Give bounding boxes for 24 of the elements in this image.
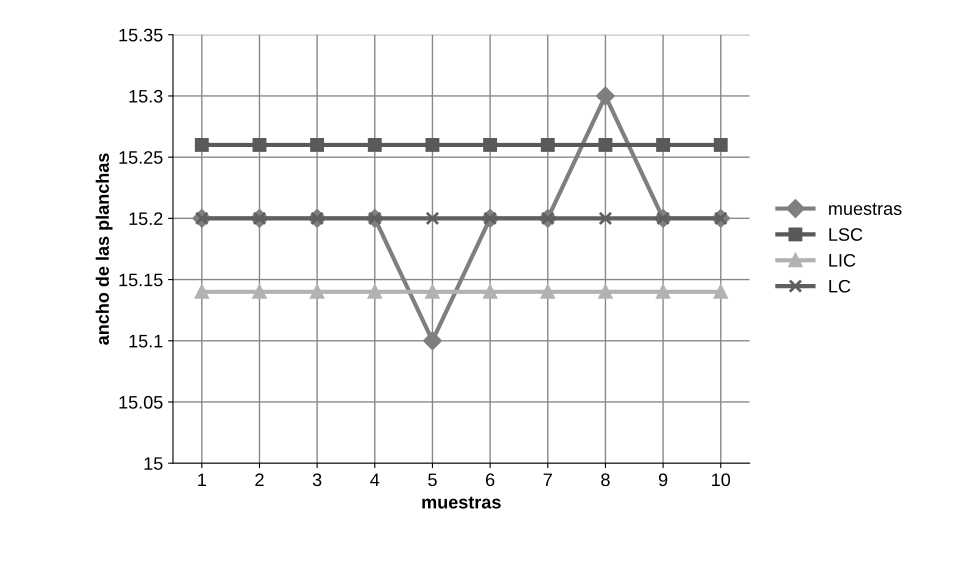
x-tick-label: 9 bbox=[658, 473, 668, 486]
x-tick-label: 5 bbox=[428, 474, 437, 486]
legend-label: LSC bbox=[829, 228, 862, 241]
y-tick-label: 15.35 bbox=[119, 28, 163, 42]
x-axis-title: muestras bbox=[422, 496, 501, 509]
y-tick-label: 15 bbox=[144, 457, 163, 470]
legend-label: LIC bbox=[829, 254, 856, 267]
x-tick-label: 4 bbox=[370, 474, 380, 486]
x-tick-label: 1 bbox=[198, 474, 206, 486]
x-tick-label: 10 bbox=[712, 473, 730, 486]
legend-label: LC bbox=[829, 280, 850, 293]
y-tick-label: 15.15 bbox=[119, 274, 163, 286]
x-tick-label: 7 bbox=[544, 474, 552, 486]
y-tick-label: 15.1 bbox=[129, 334, 162, 348]
y-tick-label: 15.25 bbox=[119, 151, 163, 164]
x-tick-label: 2 bbox=[255, 473, 264, 486]
y-tick-label: 15.05 bbox=[119, 396, 163, 409]
x-tick-label: 6 bbox=[486, 473, 494, 486]
x-tick-label: 3 bbox=[312, 473, 322, 486]
y-tick-label: 15.3 bbox=[129, 90, 162, 103]
legend-label: muestras bbox=[829, 203, 902, 216]
y-axis-title: ancho de las planchas bbox=[96, 153, 113, 345]
y-tick-label: 15.2 bbox=[129, 212, 162, 226]
x-tick-label: 8 bbox=[601, 473, 610, 486]
